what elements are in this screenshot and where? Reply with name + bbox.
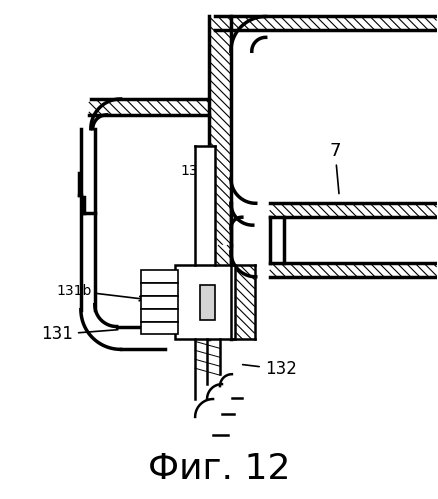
Bar — [141, 321, 178, 334]
Bar — [141, 283, 178, 296]
Bar — [200, 285, 215, 319]
Text: 132: 132 — [243, 360, 297, 378]
Text: 131: 131 — [41, 325, 118, 343]
Bar — [175, 265, 235, 339]
Bar — [141, 270, 178, 283]
Text: 131b: 131b — [56, 284, 144, 301]
Text: 131a: 131a — [180, 165, 215, 198]
Bar — [141, 296, 178, 308]
Bar — [141, 308, 178, 321]
Text: Фиг. 12: Фиг. 12 — [148, 452, 290, 486]
Text: 7: 7 — [329, 142, 341, 194]
